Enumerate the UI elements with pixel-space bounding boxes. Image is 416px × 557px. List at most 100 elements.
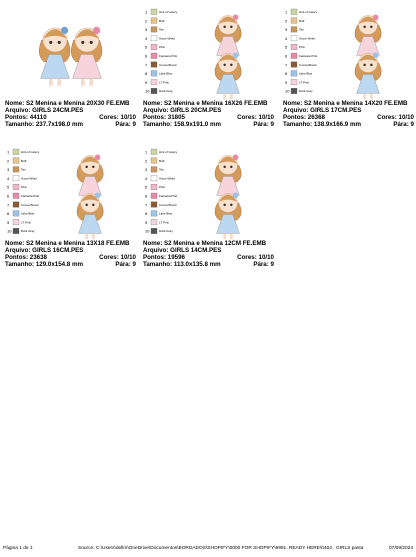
legs	[81, 78, 85, 86]
source-path: Source: C:\Users\dellm\OneDrive\Document…	[78, 546, 364, 551]
thread-swatch	[12, 166, 20, 173]
legs	[91, 233, 95, 240]
stop-count: Pára: 9	[115, 121, 136, 128]
thread-swatch	[12, 228, 20, 234]
design-file: Arquivo: GIRLS 14CM.PES	[143, 247, 221, 254]
thread-name: Lake Blue	[21, 212, 35, 216]
thread-name: Cocoa Brown	[299, 63, 317, 67]
thread-name: Pink	[159, 45, 165, 49]
color-count: Cores: 10/10	[377, 114, 414, 121]
thread-swatch	[290, 35, 298, 42]
thread-name: Cocoa Brown	[159, 63, 177, 67]
thread-swatch	[150, 201, 158, 208]
thread-swatch	[150, 219, 158, 226]
field-label: Arquivo:	[143, 247, 169, 254]
thread-swatch	[290, 17, 298, 24]
field-label: Cores:	[377, 114, 397, 121]
thread-number: 8	[7, 211, 10, 216]
thread-name: Fantasia Pink	[299, 54, 318, 58]
thread-number: 7	[145, 202, 148, 207]
field-label: Arquivo:	[283, 107, 309, 114]
field-value: 237.7x198.0 mm	[35, 121, 83, 128]
thread-swatch	[150, 8, 158, 15]
thread-number: 1	[7, 150, 10, 155]
field-label: Pára:	[393, 121, 409, 128]
field-label: Pára:	[115, 121, 131, 128]
dress	[78, 214, 102, 234]
fringe	[218, 194, 238, 203]
field-label: Arquivo:	[143, 107, 169, 114]
field-label: Pontos:	[283, 114, 307, 121]
field-label: Nome:	[5, 100, 25, 107]
thread-swatch	[12, 192, 20, 199]
bow	[232, 192, 239, 199]
dress	[216, 176, 240, 196]
field-label: Cores:	[99, 114, 119, 121]
thread-name: LT Pink	[159, 80, 169, 84]
field-label: Pontos:	[143, 114, 167, 121]
design-preview: 1 Hint of Celery 2 Buff 3 Tan 4 Snow White 5 Pink…	[7, 148, 104, 240]
field-value: S2 Menina e Menina 16X26 FE.EMB	[164, 100, 268, 107]
thread-name: Cocoa Brown	[159, 203, 177, 207]
thread-name: Snow White	[299, 36, 315, 40]
thread-name: Fantasia Pink	[21, 194, 40, 198]
eye	[370, 63, 373, 67]
field-value: GIRLS 24CM.PES	[32, 107, 84, 114]
thread-swatch	[12, 175, 20, 182]
thread-name: Snow White	[159, 176, 175, 180]
legs	[223, 93, 227, 100]
thread-name: Hint of Celery	[159, 150, 178, 154]
field-value: 23638	[29, 254, 47, 261]
illustration	[214, 154, 242, 240]
eye	[223, 63, 226, 67]
field-label: Tamanho:	[5, 121, 35, 128]
field-label: Pontos:	[5, 114, 29, 121]
design-name: Nome: S2 Menina e Menina 13X18 FE.EMB	[5, 240, 130, 247]
illustration	[354, 14, 382, 100]
thread-swatch	[150, 88, 158, 94]
eye	[230, 63, 233, 67]
thread-swatch	[12, 157, 20, 164]
stitch-count: Pontos: 31805	[143, 114, 185, 121]
thread-name: LT Pink	[21, 220, 31, 224]
illustration	[39, 26, 103, 86]
thread-number: 10	[145, 89, 150, 94]
design-card: 1 Hint of Celery 2 Buff 3 Tan 4 Snow White 5 Pink…	[283, 5, 416, 140]
field-value: 10/10	[398, 114, 414, 121]
dress	[78, 176, 102, 196]
eye	[85, 165, 88, 169]
thread-swatch	[150, 157, 158, 164]
field-label: Cores:	[237, 114, 257, 121]
design-file: Arquivo: GIRLS 16CM.PES	[5, 247, 83, 254]
thread-number: 6	[145, 194, 148, 199]
eye	[57, 40, 61, 44]
field-label: Pára:	[253, 121, 269, 128]
thread-name: Tan	[21, 168, 26, 172]
thread-name: Tan	[159, 28, 164, 32]
field-value: 10/10	[120, 114, 136, 121]
thread-number: 4	[145, 36, 148, 41]
thread-number: 2	[285, 18, 288, 23]
fringe	[218, 54, 238, 63]
thread-number: 9	[145, 220, 148, 225]
thread-name: Hint of Celery	[159, 10, 178, 14]
thread-name: Tan	[159, 168, 164, 172]
thread-swatch	[290, 8, 298, 15]
fringe	[75, 29, 99, 39]
thread-number: 2	[145, 158, 148, 163]
thread-number: 5	[285, 45, 288, 50]
field-label: Pára:	[253, 261, 269, 268]
stop-count: Pára: 9	[253, 261, 274, 268]
dress	[356, 36, 380, 56]
eye	[223, 25, 226, 29]
thread-swatch	[12, 148, 20, 155]
thread-swatch	[290, 52, 298, 59]
field-value: 9	[410, 121, 414, 128]
legs	[89, 78, 93, 86]
fringe	[80, 194, 100, 203]
field-value: GIRLS 20CM.PES	[170, 107, 222, 114]
design-preview: 1 Hint of Celery 2 Buff 3 Tan 4 Snow White 5 Pink…	[145, 8, 242, 100]
illustration	[76, 154, 104, 240]
design-card: 1 Hint of Celery 2 Buff 3 Tan 4 Snow White 5 Pink…	[143, 145, 278, 280]
thread-swatch	[150, 44, 158, 50]
